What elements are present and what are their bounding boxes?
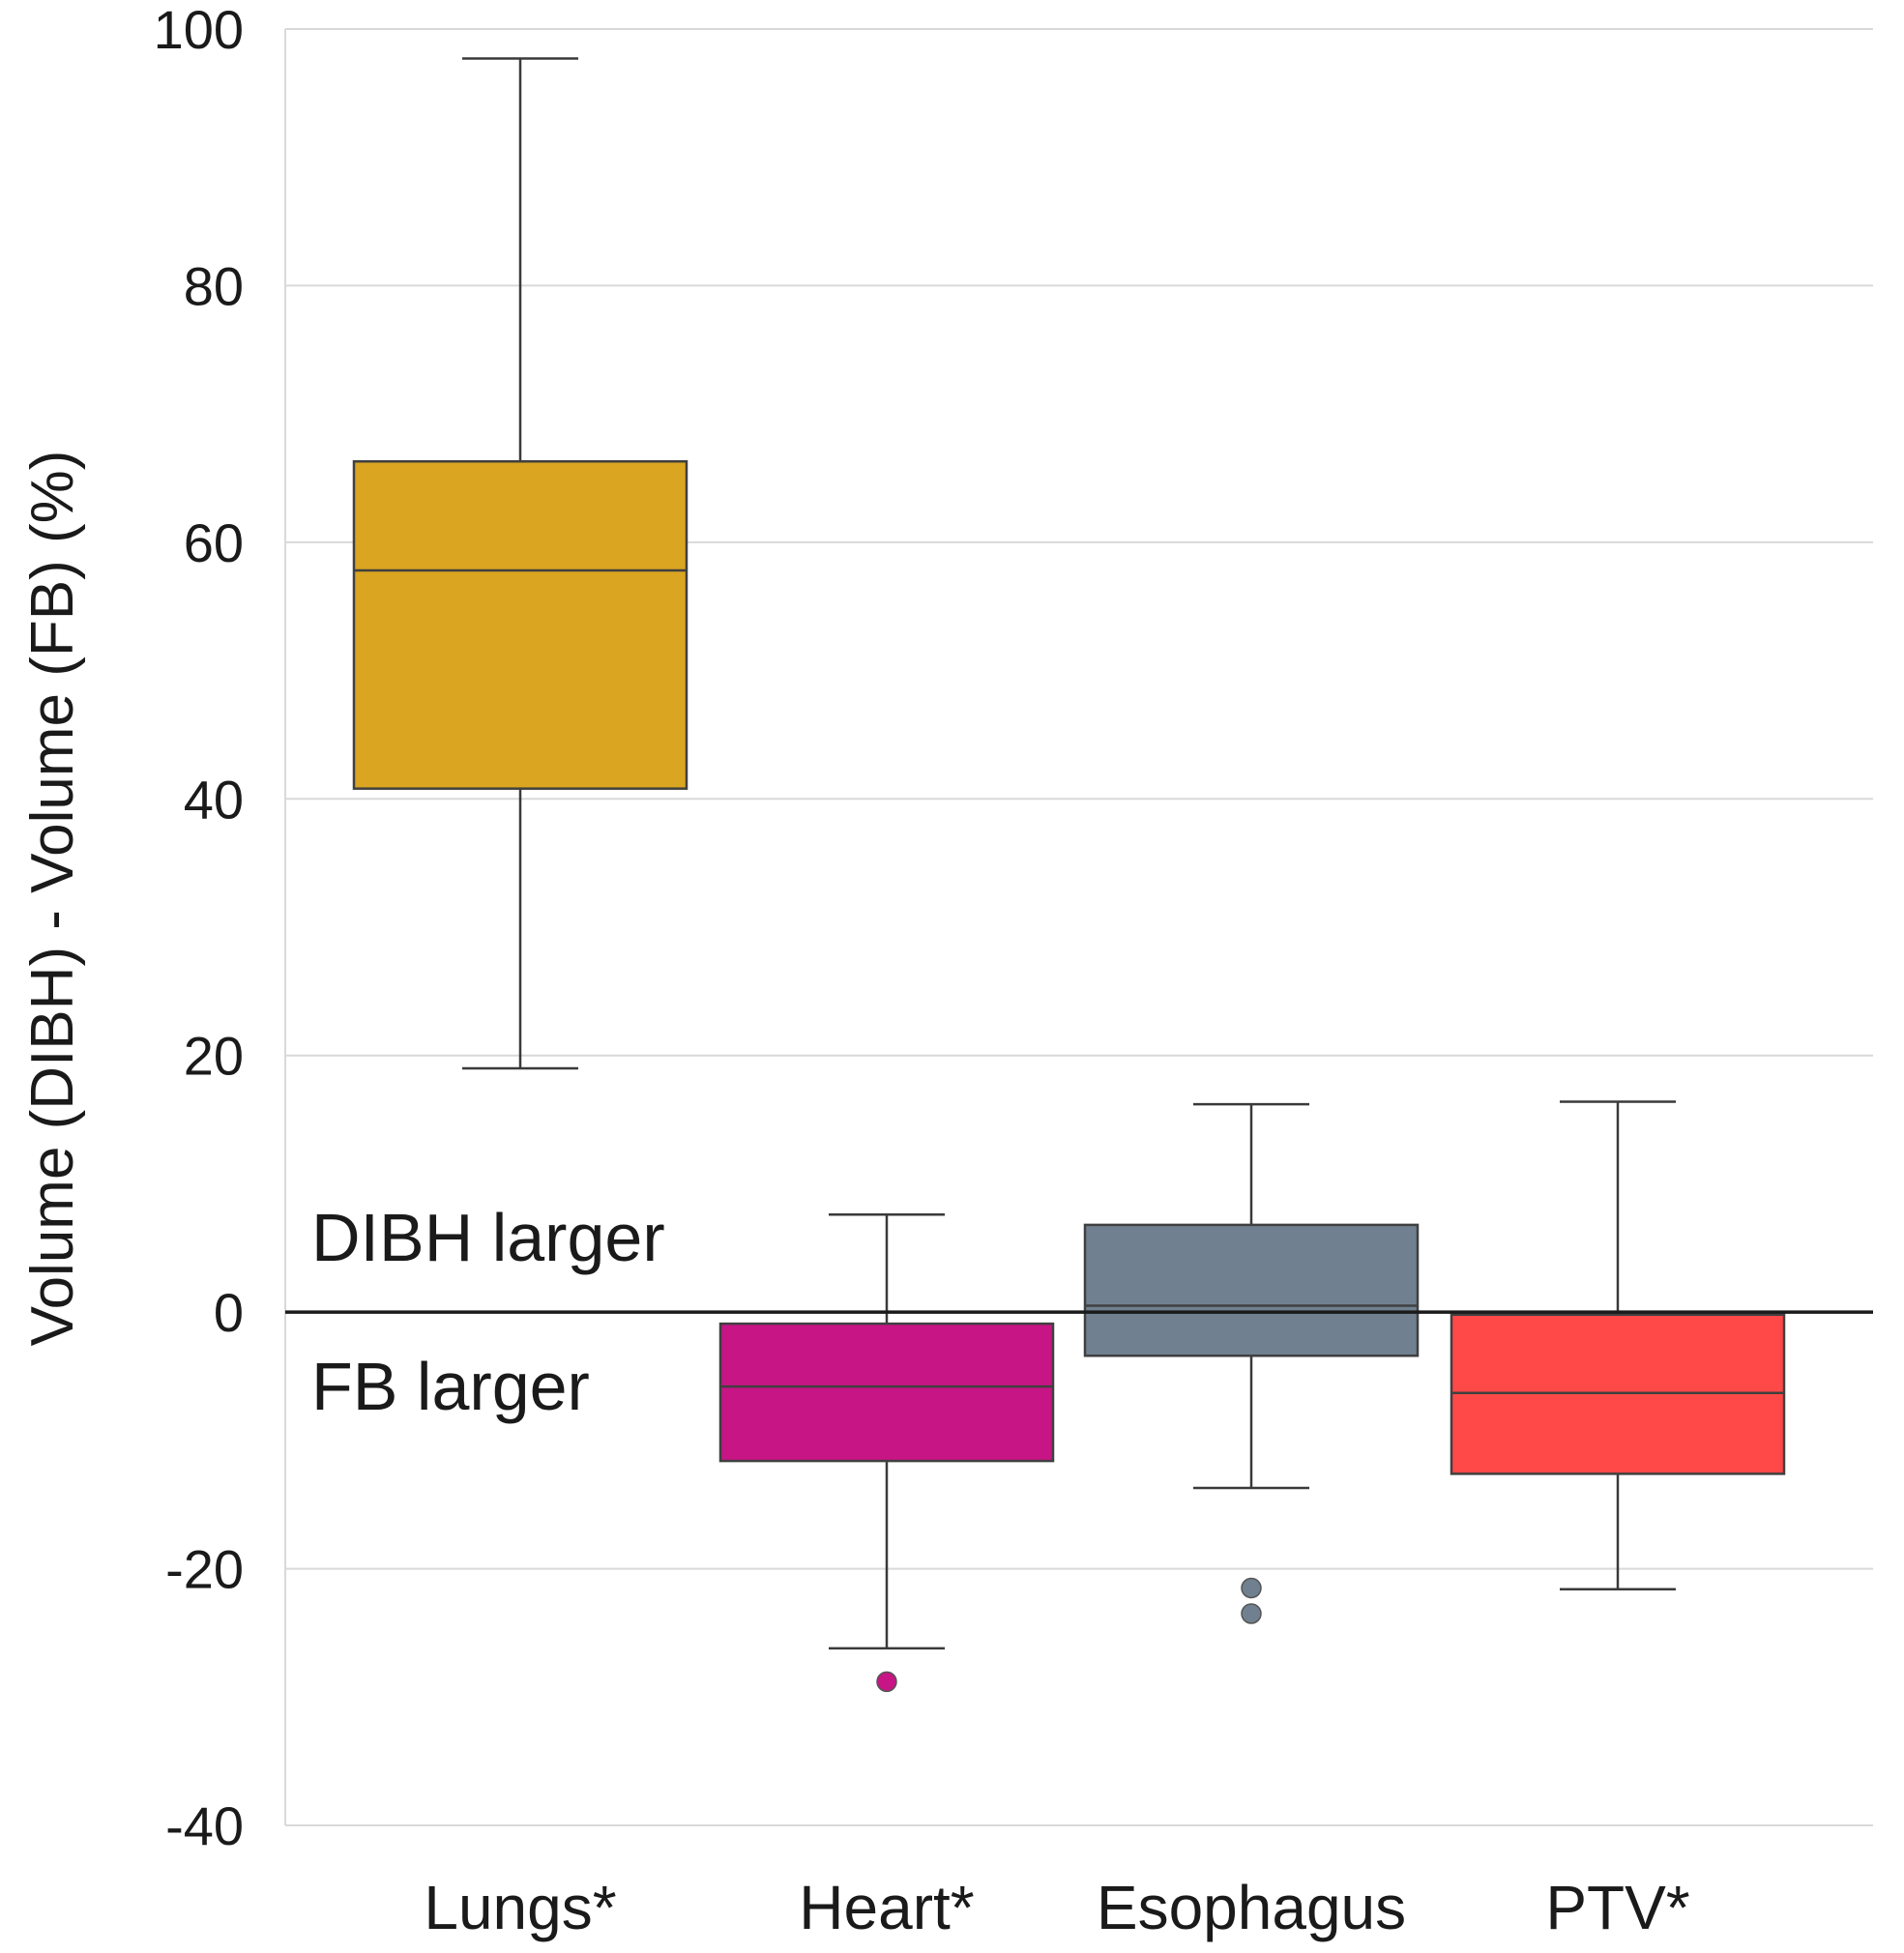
outlier-point xyxy=(1241,1603,1262,1624)
y-tick-label: 60 xyxy=(184,512,244,573)
category-label-lungs: Lungs* xyxy=(424,1873,616,1942)
y-tick-label: -20 xyxy=(165,1539,244,1600)
annotation-fb-larger: FB larger xyxy=(311,1349,590,1424)
y-tick-label: 20 xyxy=(184,1026,244,1087)
labels: Lungs* Heart* Esophagus PTV* DIBH larger FB l… xyxy=(19,451,1690,1942)
category-label-ptv: PTV* xyxy=(1545,1873,1689,1942)
y-tick-label: 40 xyxy=(184,769,244,830)
box-lungs xyxy=(352,57,688,1070)
gridlines xyxy=(285,28,1873,1826)
outlier-point xyxy=(876,1671,897,1693)
box-ptv xyxy=(1450,1100,1786,1591)
y-tick-label: 80 xyxy=(184,255,244,316)
box-body xyxy=(718,1322,1055,1463)
annotation-dibh-larger: DIBH larger xyxy=(311,1200,665,1275)
box-body xyxy=(352,459,688,790)
y-axis: -40 -20 0 20 40 60 80 100 xyxy=(154,0,286,1856)
y-tick-label: 0 xyxy=(214,1282,244,1343)
box-heart xyxy=(718,1213,1055,1693)
y-axis-title: Volume (DIBH) - Volume (FB) (%) xyxy=(19,451,86,1347)
outlier-point xyxy=(1241,1577,1262,1599)
y-tick-label: 100 xyxy=(154,0,244,60)
box-esophagus xyxy=(1083,1102,1420,1624)
category-label-esophagus: Esophagus xyxy=(1097,1873,1406,1942)
boxes xyxy=(352,57,1786,1693)
box-body xyxy=(1083,1223,1420,1357)
box-body xyxy=(1450,1313,1786,1475)
category-label-heart: Heart* xyxy=(799,1873,974,1942)
y-tick-label: -40 xyxy=(165,1795,244,1856)
